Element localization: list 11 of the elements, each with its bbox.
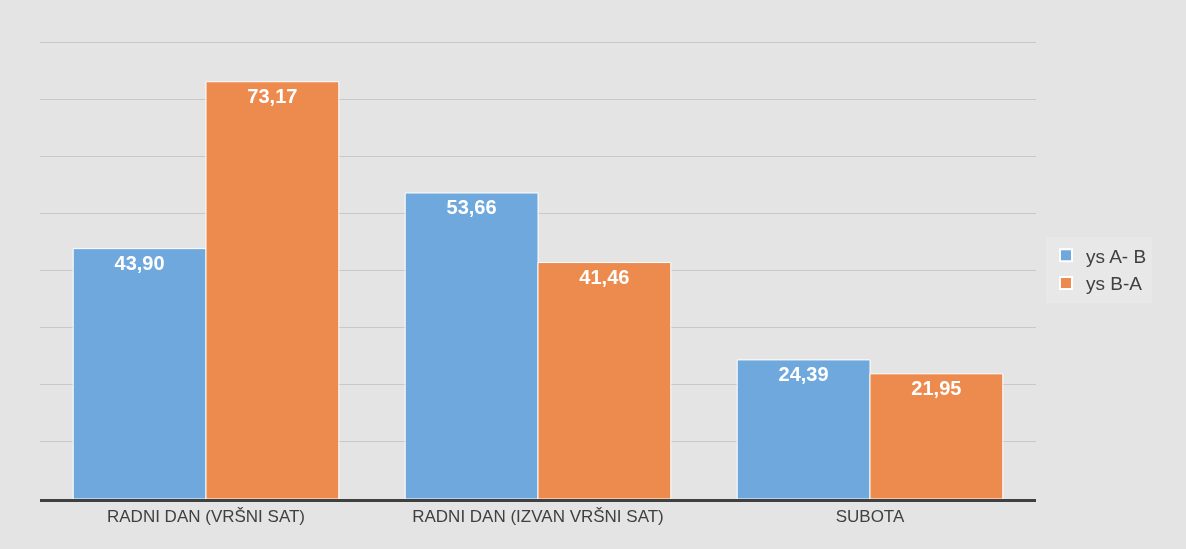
x-tick-label: SUBOTA	[835, 507, 905, 527]
x-tick-label: RADNI DAN (VRŠNI SAT)	[106, 507, 306, 527]
x-tick-label: RADNI DAN (IZVAN VRŠNI SAT)	[412, 507, 664, 527]
data-label: 41,46	[579, 265, 630, 288]
legend-label: ys A- B	[1085, 245, 1147, 267]
legend-label: ys B-A	[1085, 273, 1143, 295]
data-label: 24,39	[778, 362, 829, 385]
data-label: 73,17	[247, 84, 298, 107]
data-label: 21,95	[911, 376, 962, 399]
data-label: 53,66	[446, 195, 497, 218]
data-label: 43,90	[114, 251, 165, 274]
